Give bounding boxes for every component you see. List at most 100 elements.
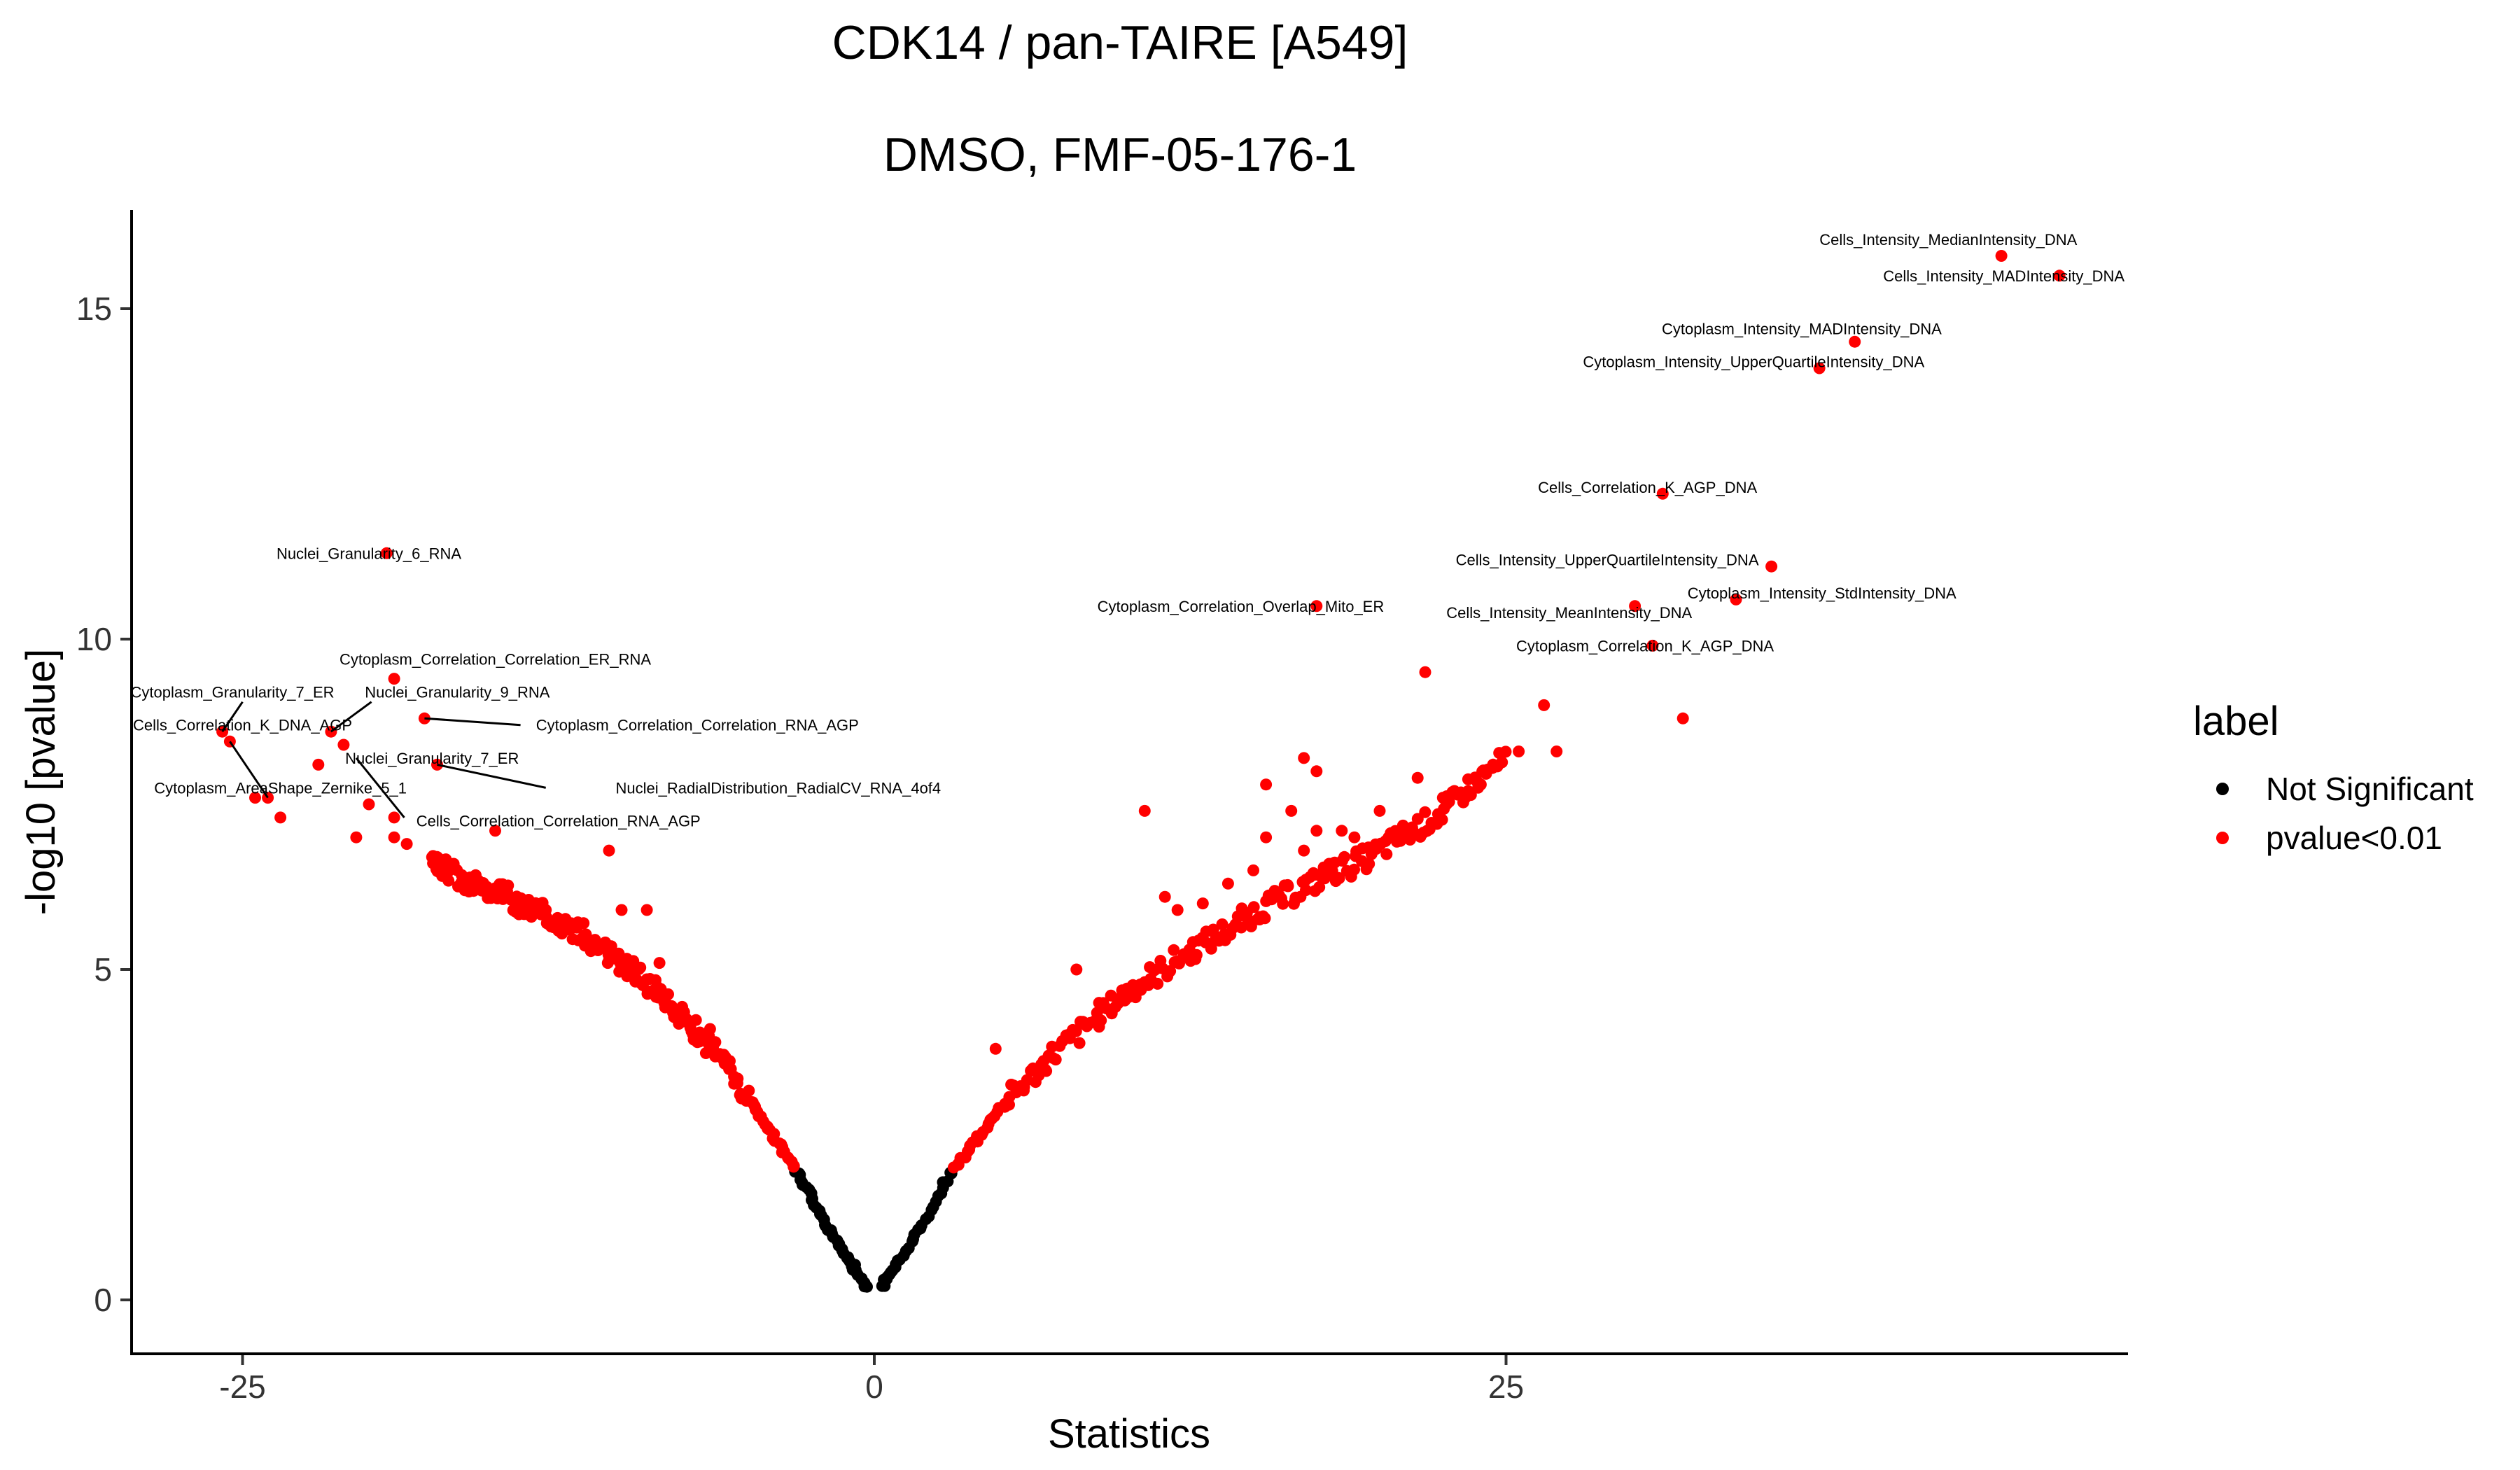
point-label: Cells_Intensity_UpperQuartileIntensity_D… [1456,552,1759,569]
data-point [540,904,552,916]
point-label: Nuclei_Granularity_9_RNA [365,684,550,701]
data-point [1260,778,1273,791]
legend: label Not Significant pvalue<0.01 [2193,699,2474,856]
point-label: Cytoplasm_Correlation_Correlation_RNA_AG… [536,717,859,734]
data-point [1313,881,1326,893]
data-point [1338,850,1350,863]
label-connector [355,757,405,818]
legend-entry-significant: pvalue<0.01 [2266,820,2442,856]
point-label: Cytoplasm_Intensity_StdIntensity_DNA [1688,584,1956,602]
y-tick-label: 15 [76,290,112,327]
label-connectors [221,701,547,818]
data-point [452,880,464,892]
point-label: Cells_Correlation_K_AGP_DNA [1538,479,1757,496]
y-ticks: 0 5 10 15 [76,290,130,1318]
data-point [223,735,236,748]
data-point [1095,1014,1107,1027]
data-point [603,844,615,857]
data-point [1380,848,1393,860]
point-label: Cytoplasm_Correlation_K_AGP_DNA [1516,637,1774,654]
point-label: Cytoplasm_Correlation_Correlation_ER_RNA [340,650,651,668]
data-point [704,1023,716,1035]
data-point [709,1050,722,1063]
data-point [1205,942,1217,955]
data-point [1656,487,1669,500]
data-point [1496,756,1508,769]
data-point [1018,1084,1030,1097]
data-point [1462,785,1474,797]
data-point [1235,921,1247,934]
data-point [1171,904,1184,916]
label-connector [221,701,244,733]
y-axis-title: -log10 [pvalue] [18,649,64,915]
data-point [1247,901,1260,913]
data-point [566,933,579,946]
data-point [1158,890,1171,903]
data-point [1247,864,1259,876]
data-point [1813,362,1826,374]
data-point [426,851,438,863]
point-label: Cytoplasm_Intensity_UpperQuartileIntensi… [1583,354,1924,371]
y-tick-label: 10 [76,621,112,657]
point-label: Cells_Intensity_MADIntensity_DNA [1883,267,2124,285]
data-point [1138,804,1151,817]
data-points [216,250,2066,1293]
data-point [1152,977,1164,990]
point-label: Cytoplasm_Correlation_Overlap_Mito_ER [1098,598,1385,615]
data-point [1411,771,1424,784]
data-point [388,811,400,824]
data-point [312,758,325,771]
data-point [668,1011,680,1023]
axes: -25 0 25 0 5 10 15 Statistics -log10 [pvalue] [18,210,2128,1457]
data-point [388,831,400,844]
x-axis-title: Statistics [1048,1411,1210,1457]
data-point [1419,806,1432,818]
data-point [337,738,350,751]
legend-title: label [2193,699,2279,744]
data-point [699,1047,712,1059]
data-point [418,712,430,724]
data-point [1310,600,1323,612]
data-point [1348,831,1361,844]
data-point [615,904,628,916]
point-label: Nuclei_Granularity_6_RNA [276,545,461,562]
chart-subtitle: DMSO, FMF-05-176-1 [883,128,1357,181]
data-point [1629,600,1642,612]
data-point [1049,1054,1062,1066]
data-point [628,963,640,976]
data-point [691,1036,704,1049]
data-point [274,811,287,824]
data-point [1168,944,1180,956]
data-point [1550,746,1563,757]
point-label: Cytoplasm_Intensity_MADIntensity_DNA [1662,320,1942,337]
legend-swatch-significant [2216,832,2229,844]
label-connector [330,701,372,733]
data-point [489,825,501,837]
data-point [388,673,400,685]
data-point [363,798,375,811]
data-point [507,904,519,916]
data-point [1730,593,1742,606]
data-point [1310,765,1323,778]
data-point [1003,1098,1015,1111]
data-point [1285,804,1298,817]
label-connector [437,763,547,789]
legend-swatch-not-significant [2216,783,2229,795]
data-point [350,831,363,844]
data-point [1676,712,1689,724]
data-point [1499,746,1512,758]
data-point [1310,825,1323,837]
x-tick-label: 0 [865,1368,883,1405]
data-point [1164,965,1177,977]
data-point [640,904,653,916]
data-point [1333,872,1345,885]
data-point [1190,948,1203,961]
data-point [1646,639,1659,652]
data-point [2053,270,2066,282]
data-point [1436,813,1448,826]
data-point [400,838,413,850]
data-point [1300,884,1312,897]
point-label: Cells_Intensity_MedianIntensity_DNA [1819,231,2077,248]
data-point [1070,963,1083,976]
